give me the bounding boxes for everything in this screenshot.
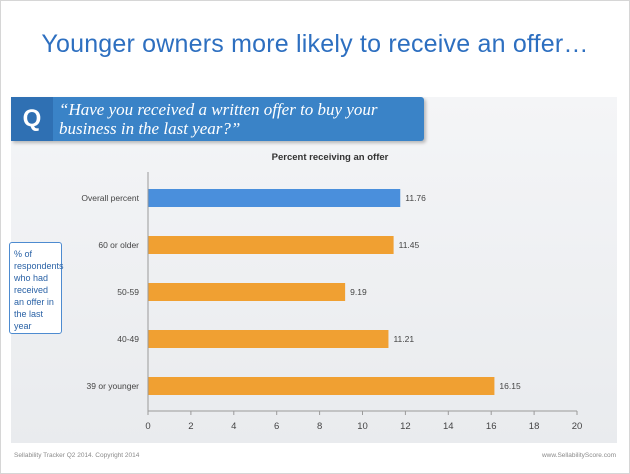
value-label-2: 9.19 (350, 287, 367, 297)
value-label-0: 11.76 (405, 193, 426, 203)
question-mark-box: Q (11, 97, 53, 141)
category-label-0: Overall percent (81, 193, 139, 203)
x-tick-label-3: 6 (274, 421, 279, 432)
bar-3 (148, 330, 389, 348)
x-tick-label-5: 10 (357, 421, 368, 432)
side-note: % of respondents who had received an off… (9, 242, 64, 334)
category-label-2: 50-59 (117, 287, 139, 297)
bar-4 (148, 377, 495, 395)
bar-2 (148, 283, 346, 301)
chart-title: Percent receiving an offer (272, 152, 389, 163)
bar-0 (148, 189, 401, 207)
category-label-3: 40-49 (117, 334, 139, 344)
x-tick-label-6: 12 (400, 421, 411, 432)
bars-layer: Overall percent 11.76 60 or older 11.45 50-5… (81, 189, 521, 395)
x-tick-label-9: 18 (529, 421, 540, 432)
slide-headline: Younger owners more likely to receive an… (41, 30, 589, 58)
footer-website: www.SellabilityScore.com (541, 452, 616, 459)
x-tick-label-10: 20 (572, 421, 583, 432)
question-text: “Have you received a written offer to bu… (59, 100, 378, 138)
x-tick-label-0: 0 (145, 421, 150, 432)
bar-1 (148, 236, 394, 254)
value-label-1: 11.45 (399, 240, 420, 250)
value-label-3: 11.21 (393, 334, 414, 344)
x-tick-label-2: 4 (231, 421, 236, 432)
x-tick-label-4: 8 (317, 421, 322, 432)
value-label-4: 16.15 (499, 381, 521, 391)
category-label-1: 60 or older (98, 240, 139, 250)
x-tick-label-8: 16 (486, 421, 497, 432)
x-tick-label-7: 14 (443, 421, 454, 432)
category-label-4: 39 or younger (87, 381, 140, 391)
question-banner: Q “Have you received a written offer to … (11, 97, 424, 141)
footer-copyright: Sellability Tracker Q2 2014. Copyright 2… (14, 452, 140, 459)
x-ticks-layer: 0 2 4 6 8 10 12 14 16 18 20 (145, 411, 582, 432)
x-tick-label-1: 2 (188, 421, 193, 432)
